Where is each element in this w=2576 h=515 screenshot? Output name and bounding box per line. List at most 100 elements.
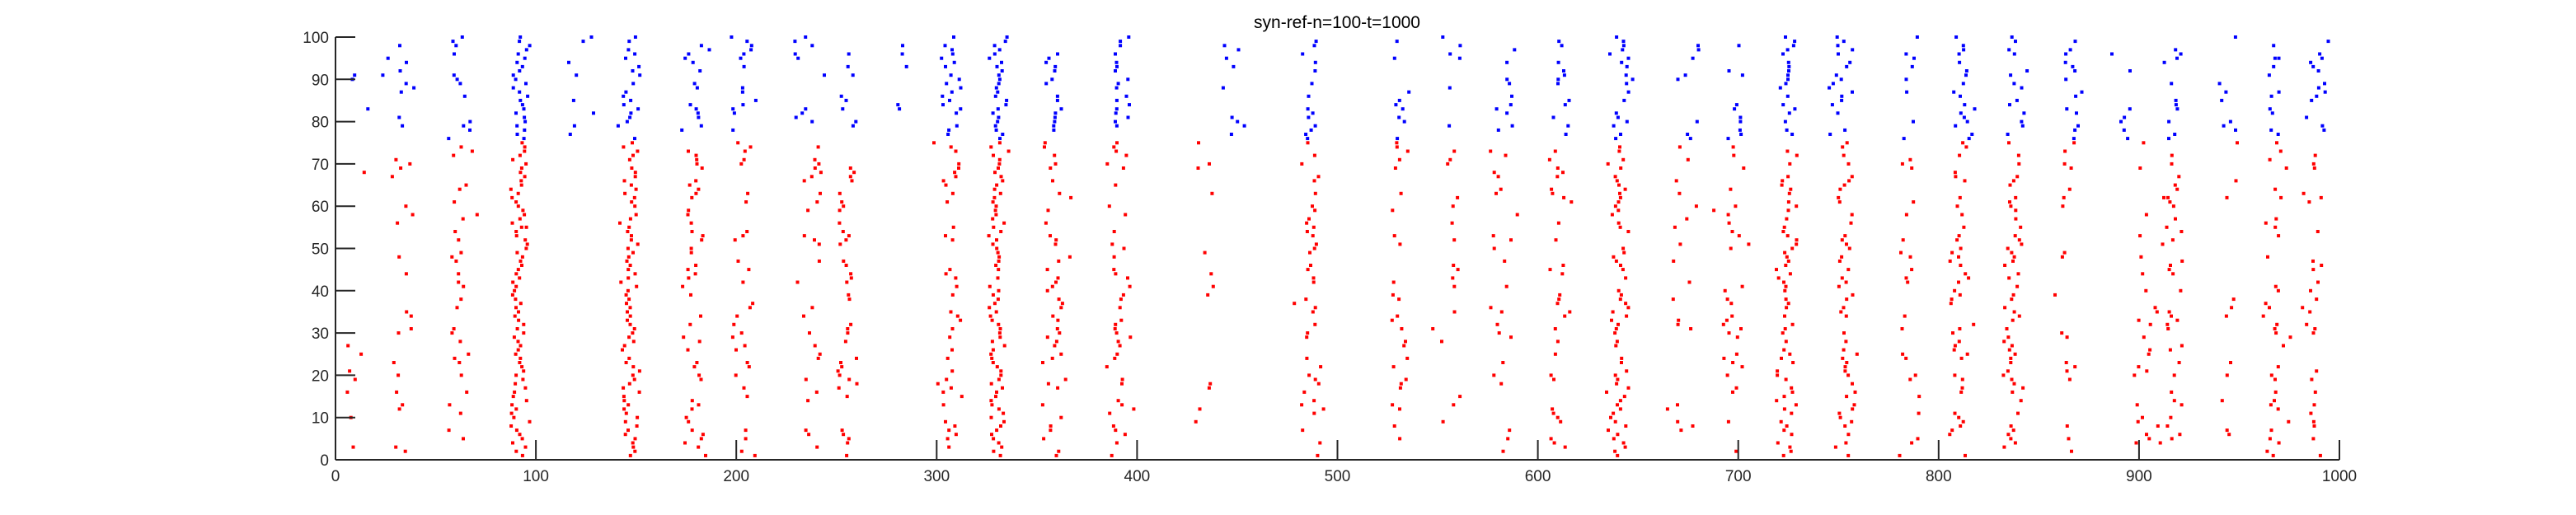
spike-dot bbox=[802, 234, 806, 238]
spike-dot bbox=[455, 306, 459, 310]
spike-dot bbox=[2276, 133, 2280, 136]
spike-dot bbox=[2166, 195, 2170, 199]
spike-dot bbox=[742, 52, 746, 56]
spike-dot bbox=[2173, 183, 2177, 187]
spike-dot bbox=[1782, 225, 1786, 229]
spike-dot bbox=[1726, 213, 1730, 217]
spike-dot bbox=[1311, 276, 1316, 280]
spike-dot bbox=[1301, 428, 1305, 433]
spike-dot bbox=[514, 382, 518, 386]
spike-dot bbox=[1613, 175, 1617, 179]
spike-dot bbox=[513, 314, 517, 318]
spike-dot bbox=[2062, 250, 2067, 255]
spike-dot bbox=[689, 250, 693, 255]
spike-dot bbox=[2269, 428, 2273, 433]
spike-dot bbox=[1908, 377, 1912, 382]
spike-dot bbox=[525, 242, 529, 246]
spike-dot bbox=[514, 284, 518, 288]
spike-dot bbox=[1851, 48, 1855, 52]
spike-dot bbox=[1734, 352, 1738, 356]
spike-dot bbox=[1625, 64, 1629, 68]
spike-dot bbox=[1492, 171, 1496, 175]
spike-dot bbox=[747, 365, 751, 369]
spike-dot bbox=[455, 77, 459, 82]
spike-dot bbox=[1678, 242, 1682, 246]
spike-dot bbox=[2229, 361, 2232, 364]
spike-dot bbox=[633, 35, 637, 39]
spike-dot bbox=[851, 124, 855, 128]
spike-dot bbox=[1304, 133, 1308, 136]
spike-dot bbox=[992, 187, 997, 191]
spike-dot bbox=[523, 149, 527, 153]
spike-dot bbox=[626, 288, 630, 293]
spike-dot bbox=[628, 217, 632, 221]
spike-dot bbox=[2320, 264, 2324, 267]
spike-dot bbox=[749, 48, 753, 52]
spike-dot bbox=[1842, 153, 1846, 157]
y-tick-label: 50 bbox=[312, 241, 329, 259]
spike-dot bbox=[948, 335, 952, 339]
spike-dot bbox=[1552, 377, 1555, 382]
spike-dot bbox=[1970, 133, 1974, 136]
spike-dot bbox=[2230, 306, 2234, 310]
spike-dot bbox=[1049, 428, 1053, 433]
spike-dot bbox=[701, 234, 705, 238]
spike-dot bbox=[941, 390, 945, 394]
spike-dot bbox=[1621, 441, 1626, 445]
spike-dot bbox=[517, 310, 520, 314]
spike-dot bbox=[796, 56, 800, 60]
spike-dot bbox=[2009, 437, 2013, 441]
spike-dot bbox=[1785, 94, 1790, 98]
spike-dot bbox=[1126, 276, 1129, 280]
spike-dot bbox=[509, 187, 513, 191]
spike-dot bbox=[2170, 390, 2174, 394]
spike-dot bbox=[2015, 175, 2020, 179]
spike-dot bbox=[739, 56, 743, 60]
spike-dot bbox=[1053, 115, 1057, 119]
spike-dot bbox=[1441, 35, 1445, 39]
spike-dot bbox=[1311, 234, 1315, 238]
spike-dot bbox=[1567, 98, 1571, 102]
spike-dot bbox=[397, 407, 401, 411]
spike-dot bbox=[1563, 445, 1567, 449]
spike-dot bbox=[1504, 153, 1508, 157]
spike-dot bbox=[1625, 369, 1629, 373]
spike-dot bbox=[1448, 86, 1452, 90]
spike-dot bbox=[1618, 145, 1621, 149]
spike-dot bbox=[2228, 119, 2232, 124]
spike-dot bbox=[806, 399, 810, 403]
spike-dot bbox=[622, 344, 626, 348]
spike-dot bbox=[1676, 403, 1679, 407]
spike-dot bbox=[1051, 179, 1054, 183]
spike-dot bbox=[960, 395, 964, 399]
spike-dot bbox=[1843, 424, 1847, 428]
spike-dot bbox=[1300, 162, 1304, 166]
spike-dot bbox=[1957, 255, 1960, 259]
spike-dot bbox=[2175, 318, 2180, 322]
spike-dot bbox=[1723, 288, 1727, 293]
spike-dot bbox=[1784, 264, 1788, 267]
spike-dot bbox=[1457, 56, 1462, 60]
y-tick-label: 100 bbox=[303, 30, 329, 47]
spike-dot bbox=[1782, 348, 1786, 352]
spike-dot bbox=[523, 386, 528, 390]
spike-dot bbox=[2326, 40, 2330, 44]
spike-dot bbox=[1124, 213, 1128, 217]
spike-dot bbox=[1958, 293, 1962, 297]
spike-dot bbox=[519, 179, 523, 183]
spike-dot bbox=[462, 284, 466, 288]
spike-dot bbox=[944, 64, 947, 68]
spike-dot bbox=[1838, 187, 1842, 191]
spike-dot bbox=[690, 399, 694, 403]
spike-dot bbox=[1729, 302, 1734, 306]
spike-dot bbox=[1691, 424, 1695, 428]
spike-dot bbox=[2170, 153, 2174, 157]
spike-dot bbox=[518, 361, 522, 364]
spike-dot bbox=[520, 264, 523, 267]
spike-dot bbox=[2142, 335, 2146, 339]
spike-dot bbox=[838, 208, 842, 213]
spike-dot bbox=[1679, 428, 1683, 433]
spike-dot bbox=[997, 331, 1002, 335]
spike-dot bbox=[2272, 44, 2276, 48]
